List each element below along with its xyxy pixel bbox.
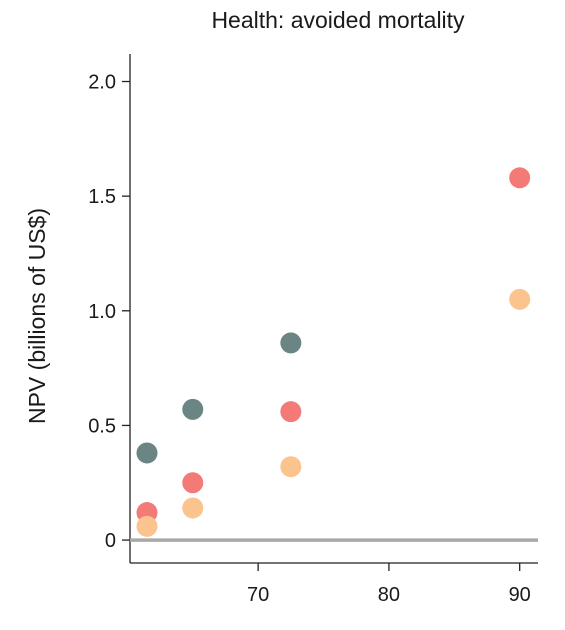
x-tick-label: 80: [378, 584, 400, 606]
y-tick-label: 1.5: [88, 186, 116, 208]
ticks: 0 0.5 1.0 1.5 2.0 70 80 90: [88, 72, 531, 606]
data-point: [182, 398, 204, 420]
data-point: [182, 472, 204, 494]
y-tick-label: 1.0: [88, 301, 116, 323]
data-point: [136, 515, 158, 537]
data-points: [136, 167, 531, 537]
data-point: [136, 442, 158, 464]
data-point: [509, 288, 531, 310]
data-point: [280, 332, 302, 354]
x-tick-label: 70: [247, 584, 269, 606]
x-tick-label: 90: [509, 584, 531, 606]
data-point: [182, 497, 204, 519]
data-point: [280, 456, 302, 478]
y-tick-label: 0: [105, 530, 116, 552]
y-tick-label: 2.0: [88, 72, 116, 94]
axes: [129, 54, 538, 564]
data-point: [280, 401, 302, 423]
y-axis-label: NPV (billions of US$): [24, 208, 50, 424]
chart-title: Health: avoided mortality: [211, 7, 465, 33]
y-tick-label: 0.5: [88, 415, 116, 437]
data-point: [509, 167, 531, 189]
